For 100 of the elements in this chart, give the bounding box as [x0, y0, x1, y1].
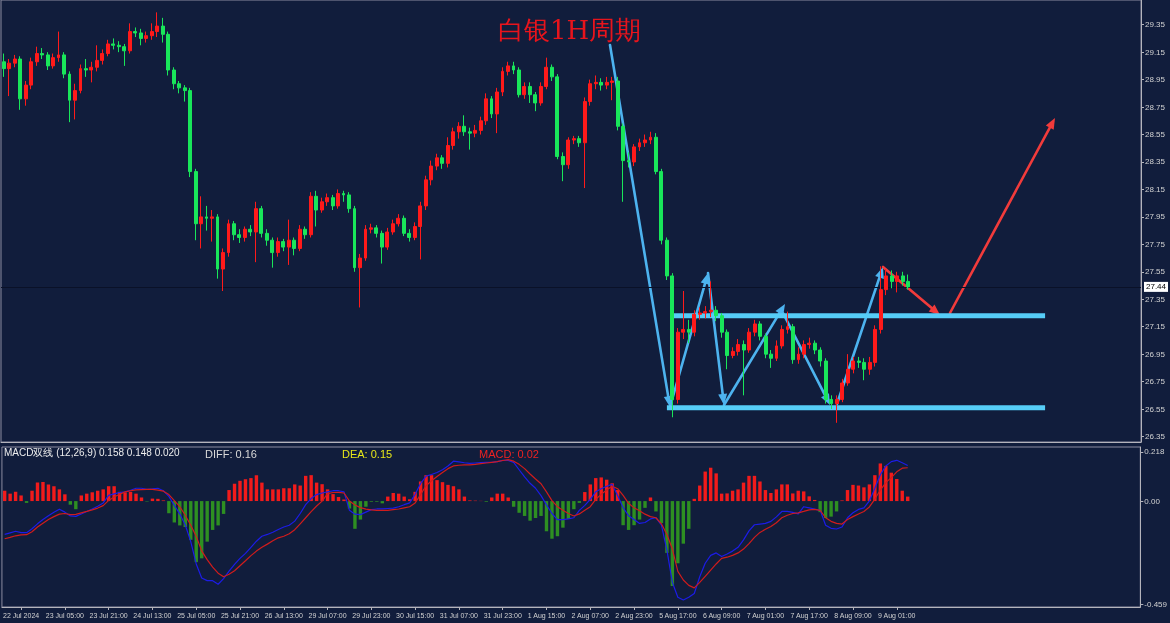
- candlestick: [40, 47, 44, 60]
- bar: [714, 473, 718, 502]
- candlestick: [369, 223, 373, 234]
- candlestick: [495, 87, 499, 134]
- annotation: DEA: 0.15: [342, 447, 393, 460]
- candlestick: [687, 319, 691, 344]
- candlestick: [18, 55, 22, 111]
- bar: [276, 489, 281, 502]
- y-tick-label: -0.459: [1144, 600, 1168, 610]
- bar: [446, 484, 450, 502]
- candlestick: [473, 124, 477, 138]
- y-tick-label: 26.55: [1145, 404, 1166, 414]
- candlestick: [385, 227, 389, 251]
- bar: [774, 489, 779, 502]
- candlestick: [254, 201, 258, 263]
- bar: [271, 489, 275, 502]
- bar: [539, 501, 543, 516]
- candlestick: [786, 311, 789, 335]
- bar: [227, 490, 231, 502]
- candlestick: [643, 134, 647, 148]
- candlestick: [199, 195, 203, 249]
- candlestick: [895, 271, 899, 293]
- bar: [643, 501, 647, 508]
- bar: [134, 493, 138, 502]
- candlestick: [709, 280, 713, 318]
- candlestick: [46, 51, 50, 71]
- candlestick: [89, 61, 93, 83]
- candlestick: [13, 54, 17, 68]
- candlestick: [342, 190, 345, 203]
- candlestick: [79, 64, 82, 94]
- candlestick: [298, 224, 302, 252]
- y-tick-label: 26.35: [1145, 432, 1166, 442]
- candlestick: [649, 131, 652, 145]
- candlestick: [144, 31, 148, 44]
- y-tick-label: 28.15: [1145, 184, 1166, 194]
- bar: [862, 487, 866, 502]
- bar: [769, 492, 773, 502]
- candlestick: [457, 121, 461, 140]
- candlestick: [435, 153, 439, 171]
- bar: [780, 484, 784, 502]
- y-tick-label: 27.15: [1145, 322, 1166, 332]
- annotation: DIFF: 0.16: [205, 447, 257, 460]
- candlestick: [714, 305, 718, 322]
- candlestick: [68, 70, 71, 123]
- y-tick-label: 27.75: [1145, 239, 1166, 249]
- bar: [572, 501, 576, 510]
- y-tick-label: 28.75: [1145, 102, 1166, 112]
- bar: [52, 486, 56, 502]
- bar: [884, 465, 888, 502]
- candlestick: [128, 22, 132, 55]
- bar: [791, 493, 795, 502]
- candlestick: [566, 136, 570, 170]
- bar: [63, 494, 67, 502]
- bar: [156, 498, 160, 502]
- bar: [654, 501, 658, 512]
- bar: [676, 501, 680, 564]
- bar: [79, 495, 83, 502]
- candlestick: [501, 66, 504, 97]
- candlestick: [139, 28, 143, 46]
- candlestick: [7, 58, 11, 97]
- bar: [517, 501, 521, 513]
- candlestick: [775, 339, 778, 362]
- candlestick: [259, 205, 263, 238]
- bar: [435, 480, 439, 502]
- bar: [30, 490, 34, 502]
- candlestick: [753, 319, 757, 337]
- y-tick-label: 29.35: [1145, 20, 1166, 30]
- candlestick: [791, 323, 795, 365]
- bar: [331, 494, 335, 502]
- bar: [309, 475, 313, 502]
- bar: [167, 501, 171, 514]
- candlestick: [358, 253, 362, 308]
- ref-line-label: 27.44: [1146, 282, 1167, 292]
- candlestick: [314, 190, 318, 227]
- candlestick: [51, 53, 55, 70]
- bar: [829, 501, 833, 517]
- bar: [490, 497, 494, 502]
- candlestick: [331, 194, 335, 211]
- bar: [561, 501, 565, 528]
- bar: [807, 496, 811, 502]
- candlestick: [797, 346, 800, 365]
- y-tick-label: 27.35: [1145, 294, 1166, 304]
- bar: [57, 489, 62, 502]
- candlestick: [364, 224, 367, 262]
- bar: [725, 493, 729, 502]
- y-tick-label: 0.218: [1144, 447, 1165, 457]
- bar: [68, 501, 73, 505]
- candlestick: [374, 224, 378, 238]
- candlestick: [490, 95, 493, 119]
- y-tick-label: 29.15: [1145, 47, 1166, 57]
- candlestick: [111, 37, 115, 50]
- candlestick: [594, 75, 598, 90]
- bar: [758, 481, 762, 502]
- bar: [457, 489, 461, 502]
- y-tick-label: 28.55: [1145, 130, 1166, 140]
- bar: [648, 497, 653, 502]
- candlestick: [742, 339, 746, 396]
- annotation: MACD: 0.02: [479, 447, 539, 460]
- bar: [583, 492, 587, 502]
- y-tick-label: 0.00: [1144, 496, 1161, 506]
